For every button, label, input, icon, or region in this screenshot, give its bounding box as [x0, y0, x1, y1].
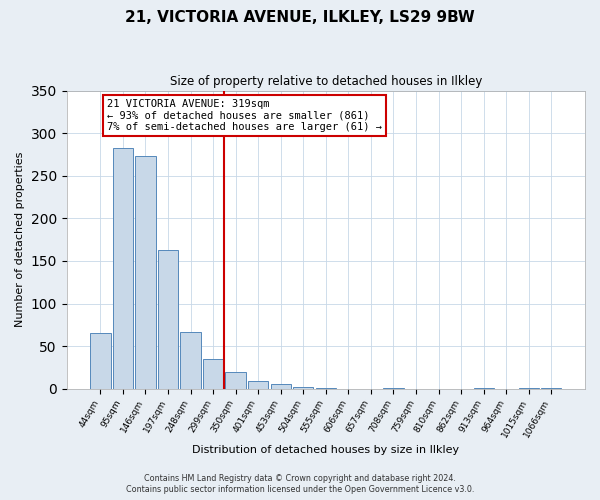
- Bar: [248, 381, 268, 388]
- Bar: [90, 334, 110, 388]
- Bar: [181, 332, 200, 388]
- Title: Size of property relative to detached houses in Ilkley: Size of property relative to detached ho…: [170, 75, 482, 88]
- Y-axis label: Number of detached properties: Number of detached properties: [15, 152, 25, 328]
- Text: 21 VICTORIA AVENUE: 319sqm
← 93% of detached houses are smaller (861)
7% of semi: 21 VICTORIA AVENUE: 319sqm ← 93% of deta…: [107, 99, 382, 132]
- Bar: [136, 156, 155, 388]
- Bar: [158, 250, 178, 388]
- Bar: [113, 148, 133, 388]
- Bar: [226, 372, 246, 388]
- Text: 21, VICTORIA AVENUE, ILKLEY, LS29 9BW: 21, VICTORIA AVENUE, ILKLEY, LS29 9BW: [125, 10, 475, 25]
- Bar: [203, 359, 223, 388]
- Bar: [293, 387, 313, 388]
- X-axis label: Distribution of detached houses by size in Ilkley: Distribution of detached houses by size …: [192, 445, 460, 455]
- Bar: [271, 384, 291, 388]
- Text: Contains HM Land Registry data © Crown copyright and database right 2024.
Contai: Contains HM Land Registry data © Crown c…: [126, 474, 474, 494]
